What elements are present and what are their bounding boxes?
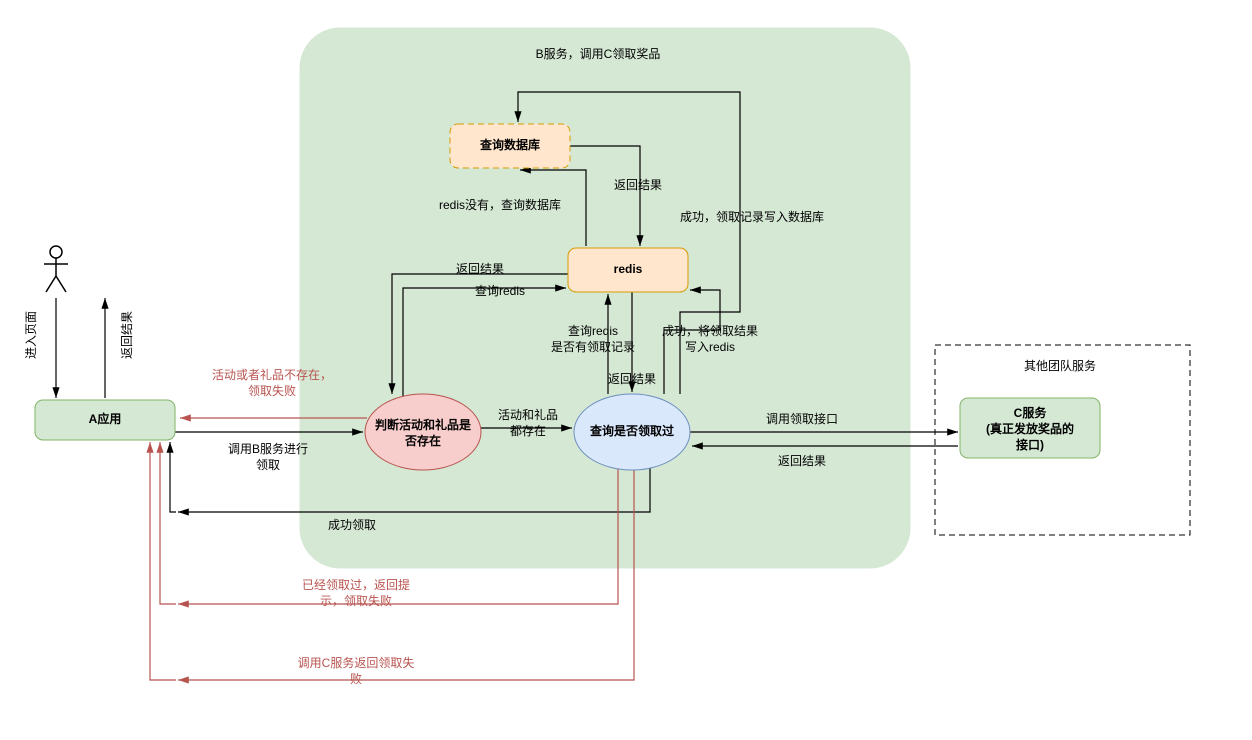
svg-text:调用C服务返回领取失: 调用C服务返回领取失 (298, 655, 415, 670)
svg-text:写入redis: 写入redis (685, 340, 735, 354)
svg-text:接口): 接口) (1016, 437, 1044, 452)
svg-text:查询redis: 查询redis (568, 324, 618, 338)
svg-text:都存在: 都存在 (510, 424, 546, 438)
svg-text:查询数据库: 查询数据库 (479, 137, 540, 152)
svg-text:成功，领取记录写入数据库: 成功，领取记录写入数据库 (680, 209, 824, 224)
svg-text:返回结果: 返回结果 (120, 311, 134, 359)
svg-text:判断活动和礼品是: 判断活动和礼品是 (375, 417, 472, 432)
svg-text:查询是否领取过: 查询是否领取过 (589, 423, 674, 438)
edge (170, 442, 176, 512)
svg-text:调用领取接口: 调用领取接口 (766, 411, 838, 426)
edge (150, 442, 176, 680)
b-service-title: B服务，调用C领取奖品 (536, 46, 661, 61)
svg-text:返回结果: 返回结果 (614, 178, 662, 192)
svg-text:领取: 领取 (256, 458, 280, 472)
svg-text:领取失败: 领取失败 (248, 383, 296, 398)
edge (160, 442, 176, 604)
svg-text:败: 败 (350, 671, 362, 686)
svg-text:返回结果: 返回结果 (778, 454, 826, 468)
svg-text:返回结果: 返回结果 (456, 262, 504, 276)
svg-text:成功领取: 成功领取 (328, 518, 376, 532)
svg-text:活动或者礼品不存在，: 活动或者礼品不存在， (212, 367, 332, 382)
svg-text:(真正发放奖品的: (真正发放奖品的 (986, 421, 1074, 436)
actor-icon (44, 246, 68, 292)
svg-text:否存在: 否存在 (404, 433, 441, 448)
svg-text:调用B服务进行: 调用B服务进行 (228, 441, 308, 456)
svg-text:查询redis: 查询redis (475, 284, 525, 298)
svg-text:示，领取失败: 示，领取失败 (320, 593, 392, 608)
svg-text:已经领取过，返回提: 已经领取过，返回提 (302, 577, 410, 592)
svg-text:进入页面: 进入页面 (24, 311, 38, 359)
svg-text:redis没有，查询数据库: redis没有，查询数据库 (439, 197, 561, 212)
a-app-label: A应用 (89, 411, 122, 426)
svg-text:返回结果: 返回结果 (608, 372, 656, 386)
svg-text:成功，将领取结果: 成功，将领取结果 (662, 324, 758, 338)
svg-text:是否有领取记录: 是否有领取记录 (551, 340, 635, 354)
svg-text:redis: redis (614, 262, 643, 276)
svg-text:C服务: C服务 (1014, 405, 1048, 420)
svg-text:活动和礼品: 活动和礼品 (498, 407, 558, 422)
other-team-title: 其他团队服务 (1024, 358, 1096, 373)
